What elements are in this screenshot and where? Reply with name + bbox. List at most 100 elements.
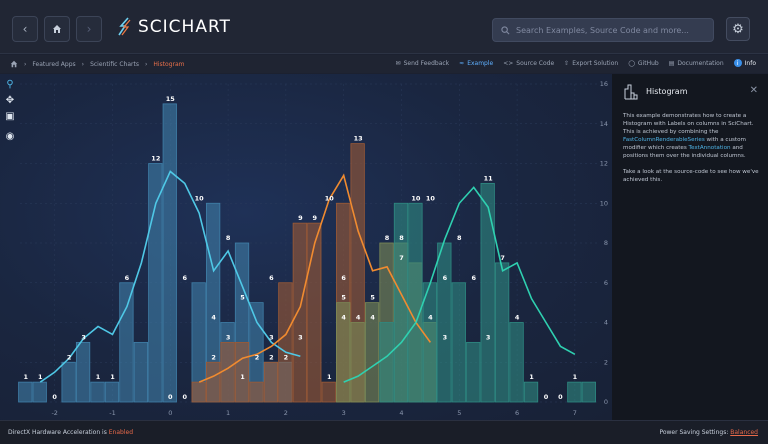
bar-label: 5 (341, 294, 346, 302)
github-link[interactable]: ◯ GitHub (628, 60, 659, 67)
panel-description: This example demonstrates how to create … (623, 112, 761, 192)
histogram-bar (75, 341, 91, 403)
distribution-line (39, 170, 301, 383)
bar-label: 9 (313, 214, 318, 222)
bar-label: 1 (96, 373, 101, 381)
histogram-bar (509, 322, 524, 403)
settings-button[interactable]: ⚙ (726, 17, 750, 41)
bar-label: 10 (426, 194, 436, 202)
close-icon[interactable]: ✕ (749, 85, 758, 96)
back-button[interactable]: ‹ (12, 16, 38, 42)
bar-label: 4 (211, 314, 216, 322)
bar-label: 6 (125, 274, 130, 282)
action-links: ✉ Send Feedback ≈ Example <> Source Code ⇧ E… (396, 59, 756, 67)
distribution-line (343, 186, 576, 383)
bar-label: 7 (399, 254, 404, 262)
forward-button[interactable]: › (76, 16, 102, 42)
bar-label: 12 (151, 155, 160, 163)
fast-column-link[interactable]: FastColumnRenderableSeries (623, 137, 705, 143)
bar-label: 2 (67, 353, 72, 361)
export-solution-link[interactable]: ⇧ Export Solution (564, 60, 618, 67)
histogram-bar (292, 222, 307, 403)
power-saving-status: Power Saving Settings: Balanced (659, 429, 758, 436)
histogram-bar (336, 302, 351, 403)
y-tick-label: 4 (604, 319, 608, 327)
send-feedback-label: Send Feedback (403, 59, 450, 67)
bar-label: 7 (500, 254, 505, 262)
histogram-bar (437, 242, 452, 403)
breadcrumb: › Featured Apps › Scientific Charts › Hi… (10, 60, 184, 68)
distribution-line (198, 173, 432, 383)
histogram-bar (191, 381, 206, 403)
histogram-bar (249, 381, 264, 403)
bar-label: 3 (226, 333, 231, 341)
bar-label: 10 (195, 194, 205, 202)
hardware-acceleration-status: DirectX Hardware Acceleration is Enabled (8, 429, 133, 436)
document-icon: ▤ (668, 59, 675, 67)
histogram-bar (162, 103, 177, 403)
source-code-tab[interactable]: <> Source Code (503, 60, 554, 67)
y-tick-label: 6 (604, 279, 608, 287)
status-label: DirectX Hardware Acceleration is (8, 429, 109, 436)
search-box[interactable] (492, 18, 714, 42)
histogram-bar (393, 202, 409, 403)
bar-label: 1 (327, 373, 332, 381)
bar-label: 11 (484, 174, 494, 182)
bar-label: 0 (168, 393, 173, 401)
bar-label: 3 (81, 333, 86, 341)
text-annotation-link[interactable]: TextAnnotation (688, 145, 731, 151)
power-saving-link[interactable]: Balanced (730, 429, 758, 436)
panel-text-part: Take a look at the source-code to see ho… (623, 169, 759, 183)
y-tick-label: 14 (600, 120, 608, 128)
bar-label: 10 (411, 194, 421, 202)
zoom-icon[interactable]: ⚲ (6, 78, 14, 90)
search-input[interactable] (516, 25, 706, 35)
bar-label: 8 (385, 234, 390, 242)
histogram-bar (379, 322, 394, 403)
x-tick-label: 0 (168, 409, 172, 417)
cursor-icon[interactable]: ◉ (5, 130, 15, 142)
source-code-label: Source Code (516, 59, 555, 67)
bar-label: 1 (529, 373, 534, 381)
documentation-label: Documentation (677, 59, 724, 67)
y-tick-label: 2 (604, 358, 608, 366)
breadcrumb-item[interactable]: Featured Apps (32, 60, 76, 68)
bar-label: 4 (428, 314, 433, 322)
x-tick-label: 5 (457, 409, 461, 417)
status-label: Power Saving Settings: (659, 429, 731, 436)
x-tick-label: 3 (342, 409, 346, 417)
bar-label: 0 (182, 393, 187, 401)
histogram-bar (61, 361, 76, 403)
breadcrumb-item[interactable]: Scientific Charts (90, 60, 139, 68)
histogram-bar (206, 361, 221, 403)
histogram-bar (466, 341, 481, 403)
chart-area[interactable]: 1 1 0 2 3 1 1 6 12 15 0 0 6 10 4 8 5 2 3 1 2 3 2 6 2 3 9 9 10 1 6 5 13 4 4… (0, 74, 612, 420)
histogram-bar (408, 202, 423, 403)
bar-label: 4 (370, 314, 375, 322)
info-label: Info (744, 59, 756, 67)
histogram-bar (148, 163, 163, 403)
x-tick-label: 7 (573, 409, 577, 417)
histogram-bar (581, 381, 596, 403)
x-tick-label: -1 (109, 409, 115, 417)
histogram-bar (523, 381, 539, 403)
bar-label: 1 (24, 373, 29, 381)
bar-label: 8 (226, 234, 231, 242)
example-tab[interactable]: ≈ Example (459, 60, 493, 67)
documentation-link[interactable]: ▤ Documentation (669, 60, 724, 67)
bar-label: 6 (471, 274, 476, 282)
logo-text: SCICHART (138, 17, 231, 37)
send-feedback-link[interactable]: ✉ Send Feedback (396, 60, 450, 67)
pan-icon[interactable]: ✥ (5, 94, 15, 106)
histogram-bar (350, 322, 365, 403)
info-tab[interactable]: i Info (733, 59, 756, 67)
bar-label: 1 (573, 373, 578, 381)
home-button[interactable] (44, 16, 70, 42)
bar-label: 6 (269, 274, 274, 282)
x-tick-label: -2 (51, 409, 57, 417)
bar-label: 8 (457, 234, 462, 242)
histogram-icon (623, 83, 641, 105)
home-icon[interactable] (10, 60, 18, 68)
zoom-extents-icon[interactable]: ▣ (5, 110, 15, 122)
